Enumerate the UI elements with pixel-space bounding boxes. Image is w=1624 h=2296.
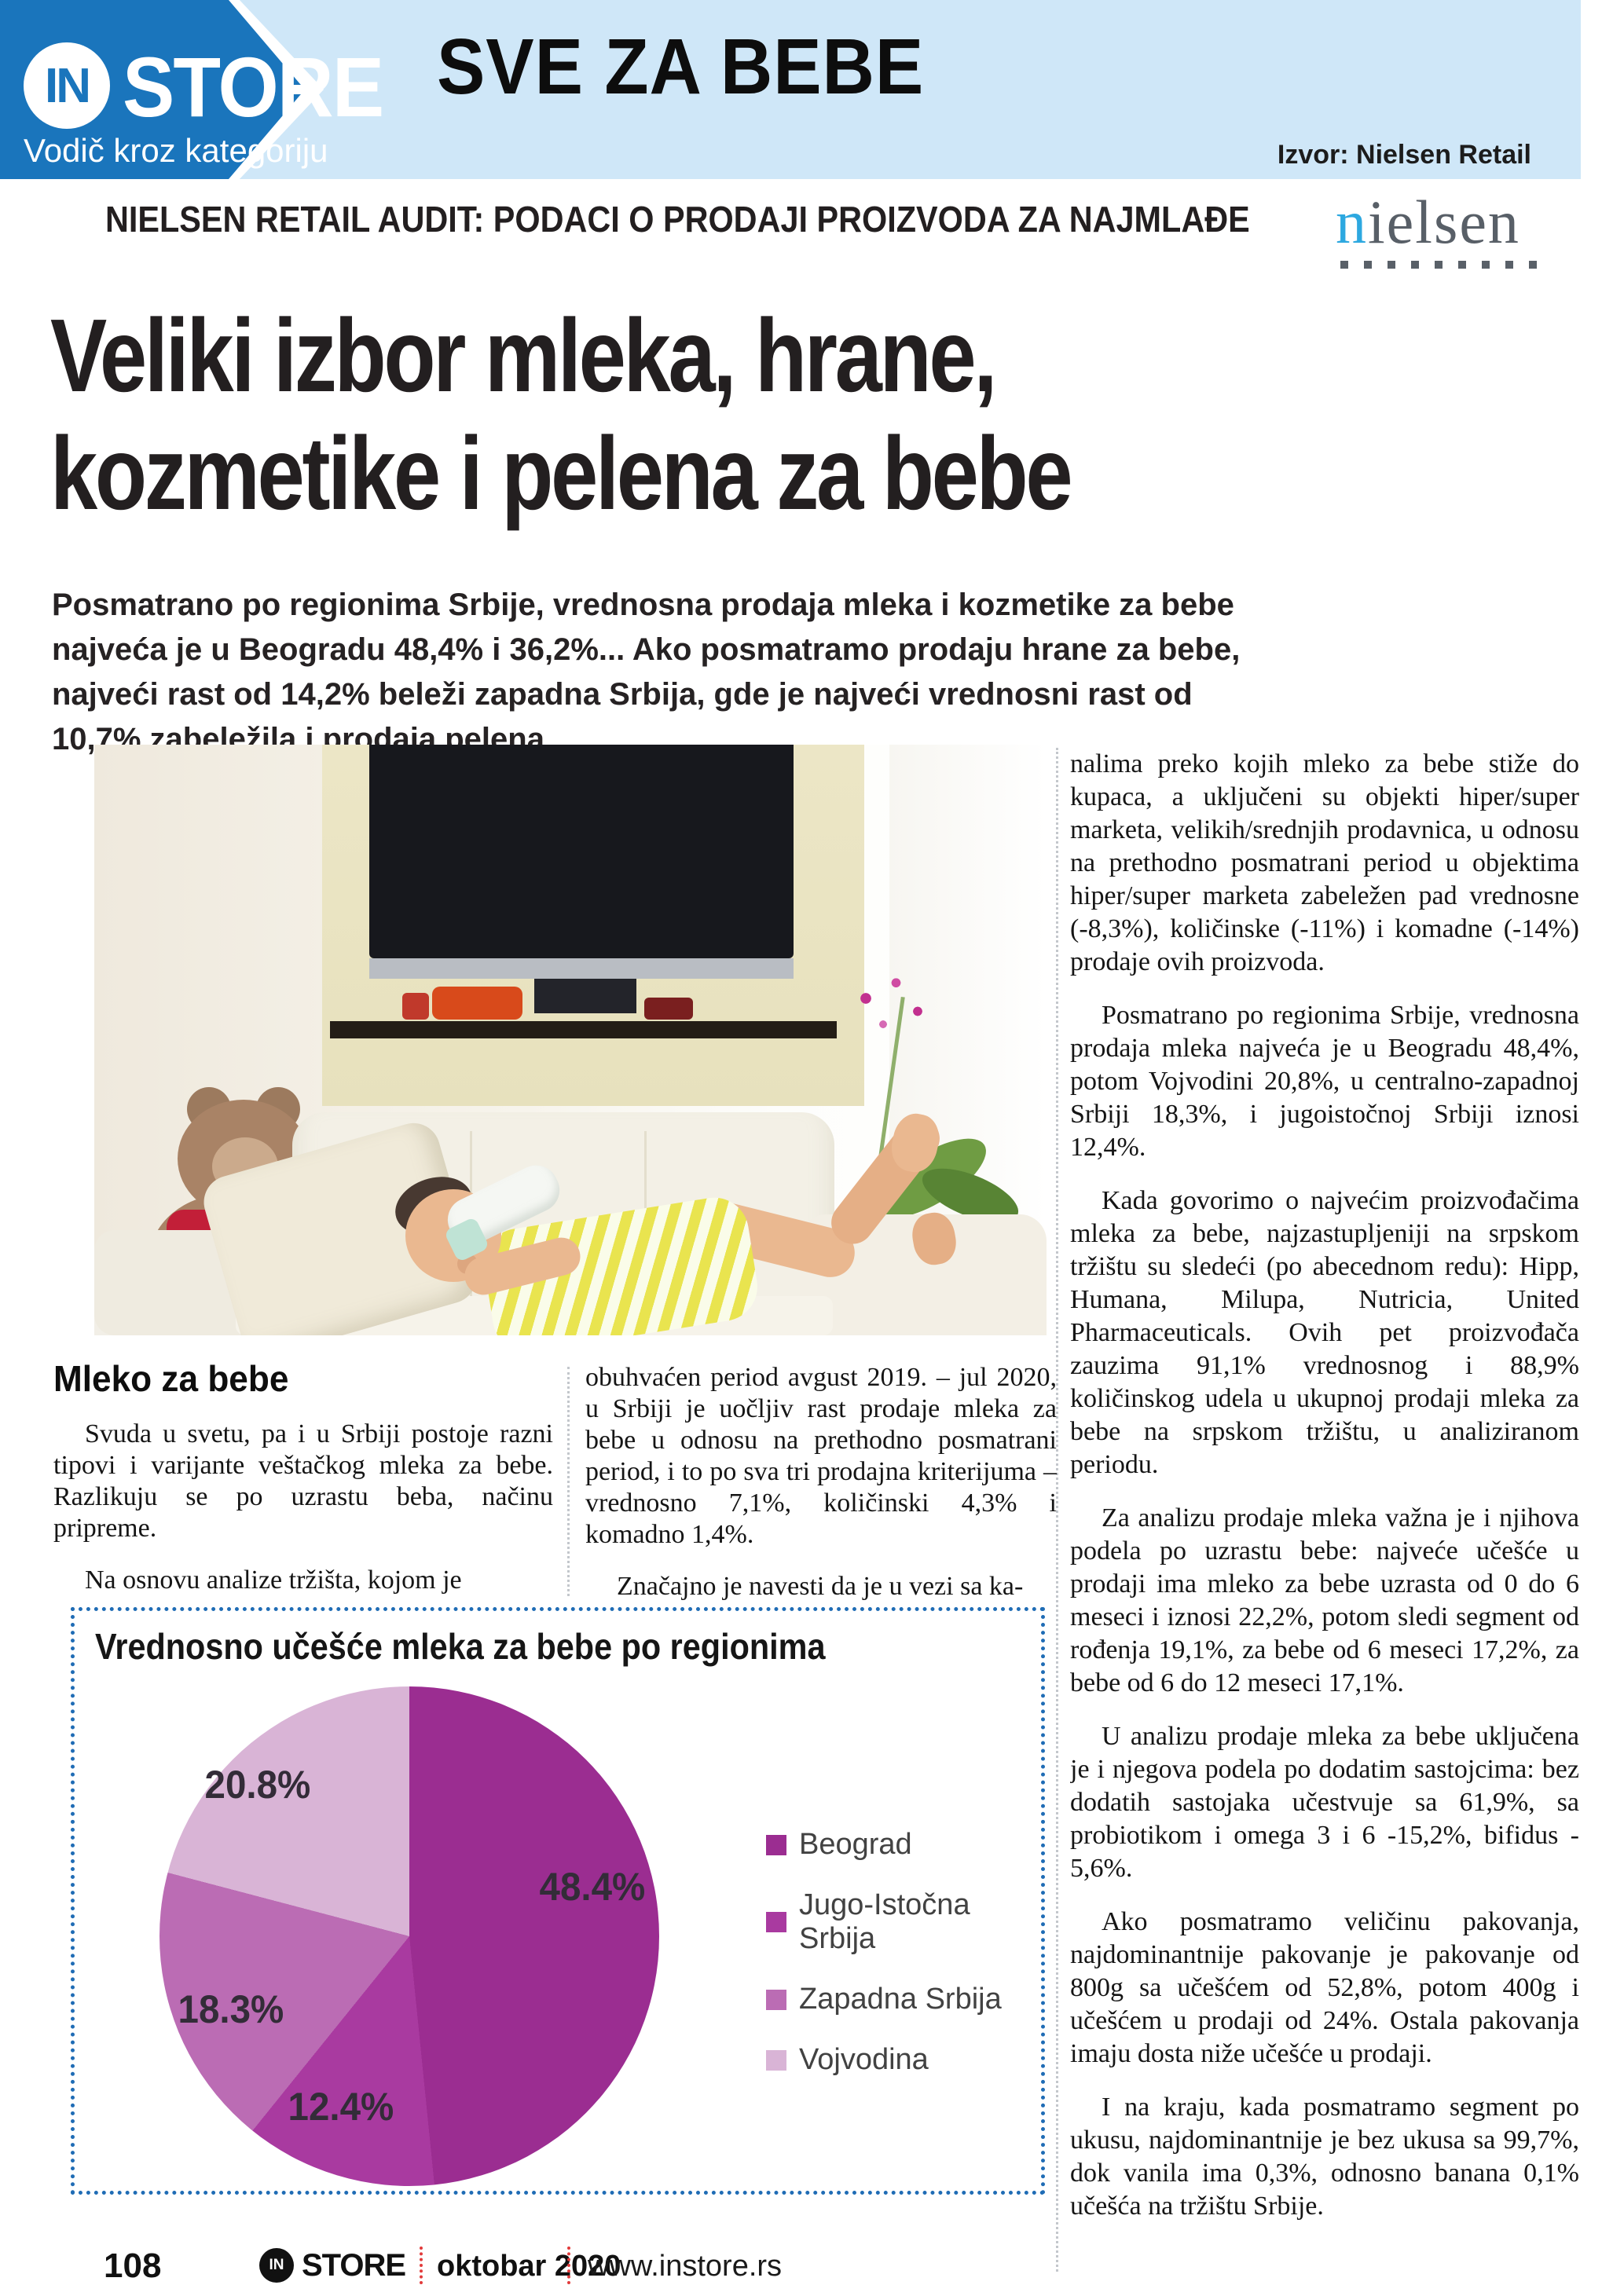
headline-line-2: kozmetike i pelena za bebe	[50, 416, 1073, 531]
nielsen-logo-rest: ielsen	[1368, 188, 1520, 256]
legend-item: Vojvodina	[766, 2043, 1041, 2077]
photo-tv	[369, 745, 794, 958]
article-standfirst: Posmatrano po regionima Srbije, vrednosn…	[52, 588, 1241, 756]
paragraph: Posmatrano po regionima Srbije, vrednosn…	[1070, 1001, 1579, 1162]
column-separator	[1056, 748, 1058, 2272]
footer-issue: oktobar 2020	[437, 2250, 621, 2283]
legend-item: Beograd	[766, 1828, 1041, 1862]
pie-value-label: 18.3%	[178, 1987, 284, 2031]
page-footer: 108 IN STORE oktobar 2020 www.instore.rs	[0, 2243, 1624, 2291]
nielsen-logo-first-letter: n	[1336, 188, 1368, 256]
legend-swatch	[766, 2049, 786, 2071]
paragraph: nalima preko kojih mleko za bebe stiže d…	[1070, 749, 1579, 976]
paragraph: Kada govorimo o najvećim proizvođačima m…	[1070, 1186, 1579, 1479]
paragraph: Značajno je navesti da je u vezi sa ka-	[617, 1572, 1024, 1601]
pie-chart	[159, 1686, 659, 2186]
source-note: Izvor: Nielsen Retail	[1277, 140, 1531, 170]
paragraph: Za analizu prodaje mleka važna je i njih…	[1070, 1503, 1579, 1697]
chart-legend: Beograd Jugo-Istočna Srbija Zapadna Srbi…	[766, 1828, 1041, 2077]
footer-brand: STORE	[302, 2248, 406, 2283]
article-photo	[94, 745, 1047, 1335]
body-column-2: obuhvaćen period avgust 2019. – jul 2020…	[585, 1362, 1057, 1602]
legend-swatch	[766, 1834, 786, 1855]
section-heading: Mleko za bebe	[53, 1358, 289, 1399]
page-number: 108	[104, 2247, 162, 2285]
legend-label: Jugo-Istočna Srbija	[799, 1888, 970, 1955]
photo-shelf	[330, 1021, 837, 1038]
section-title: SVE ZA BEBE	[437, 23, 925, 111]
paragraph: obuhvaćen period avgust 2019. – jul 2020…	[585, 1363, 1057, 1549]
paragraph: U analizu prodaje mleka za bebe uključen…	[1070, 1722, 1579, 1883]
footer-badge-text: IN	[269, 2257, 284, 2273]
legend-label: Zapadna Srbija	[799, 1983, 1002, 2016]
paragraph: Ako posmatramo veličinu pakovanja, najdo…	[1070, 1907, 1579, 2068]
nielsen-logo: nielsen	[1336, 187, 1520, 258]
instore-logo-wordmark: STORE	[123, 39, 384, 134]
footer-separator	[420, 2247, 423, 2284]
body-column-3: nalima preko kojih mleko za bebe stiže d…	[1070, 748, 1579, 2278]
photo-toy-car	[644, 998, 693, 1020]
paragraph: Svuda u svetu, pa i u Srbiji postoje raz…	[53, 1419, 553, 1543]
instore-logo-badge-text: IN	[45, 58, 91, 113]
photo-toy-car	[402, 993, 429, 1020]
paragraph: I na kraju, kada posmatramo segment po u…	[1070, 2093, 1579, 2221]
masthead-tagline: Vodič kroz kategoriju	[24, 132, 328, 169]
legend-label: Vojvodina	[799, 2043, 929, 2076]
kicker-headline: NIELSEN RETAIL AUDIT: PODACI O PRODAJI P…	[105, 199, 1250, 240]
legend-item: Jugo-Istočna Srbija	[766, 1888, 1041, 1956]
pie-value-label: 48.4%	[539, 1865, 646, 1909]
legend-label: Beograd	[799, 1828, 912, 1861]
body-column-1: Svuda u svetu, pa i u Srbiji postoje raz…	[53, 1419, 553, 1599]
legend-swatch	[766, 1912, 786, 1932]
photo-orchid-flowers	[849, 972, 935, 1059]
article-headline: Veliki izbor mleka, hrane, kozmetike i p…	[50, 297, 1073, 533]
photo-toy-car	[432, 987, 522, 1020]
footer-website: www.instore.rs	[588, 2250, 783, 2283]
paragraph: Na osnovu analize tržišta, kojom je	[85, 1565, 462, 1595]
photo-tv-stand	[534, 979, 636, 1013]
pie-value-label: 12.4%	[288, 2085, 394, 2129]
legend-item: Zapadna Srbija	[766, 1983, 1041, 2016]
instore-logo-icon: IN	[24, 42, 110, 129]
pie-value-label: 20.8%	[204, 1763, 311, 1807]
column-separator	[567, 1367, 570, 1596]
instore-footer-logo-icon: IN	[259, 2248, 294, 2283]
nielsen-logo-dots	[1340, 261, 1551, 269]
footer-separator	[567, 2247, 570, 2284]
headline-line-1: Veliki izbor mleka, hrane,	[50, 298, 997, 413]
pie-chart-panel: Vrednosno učešće mleka za bebe po region…	[71, 1607, 1045, 2195]
photo-tv-base	[369, 958, 794, 979]
chart-title: Vrednosno učešće mleka za bebe po region…	[95, 1626, 826, 1667]
legend-swatch	[766, 1989, 786, 2010]
